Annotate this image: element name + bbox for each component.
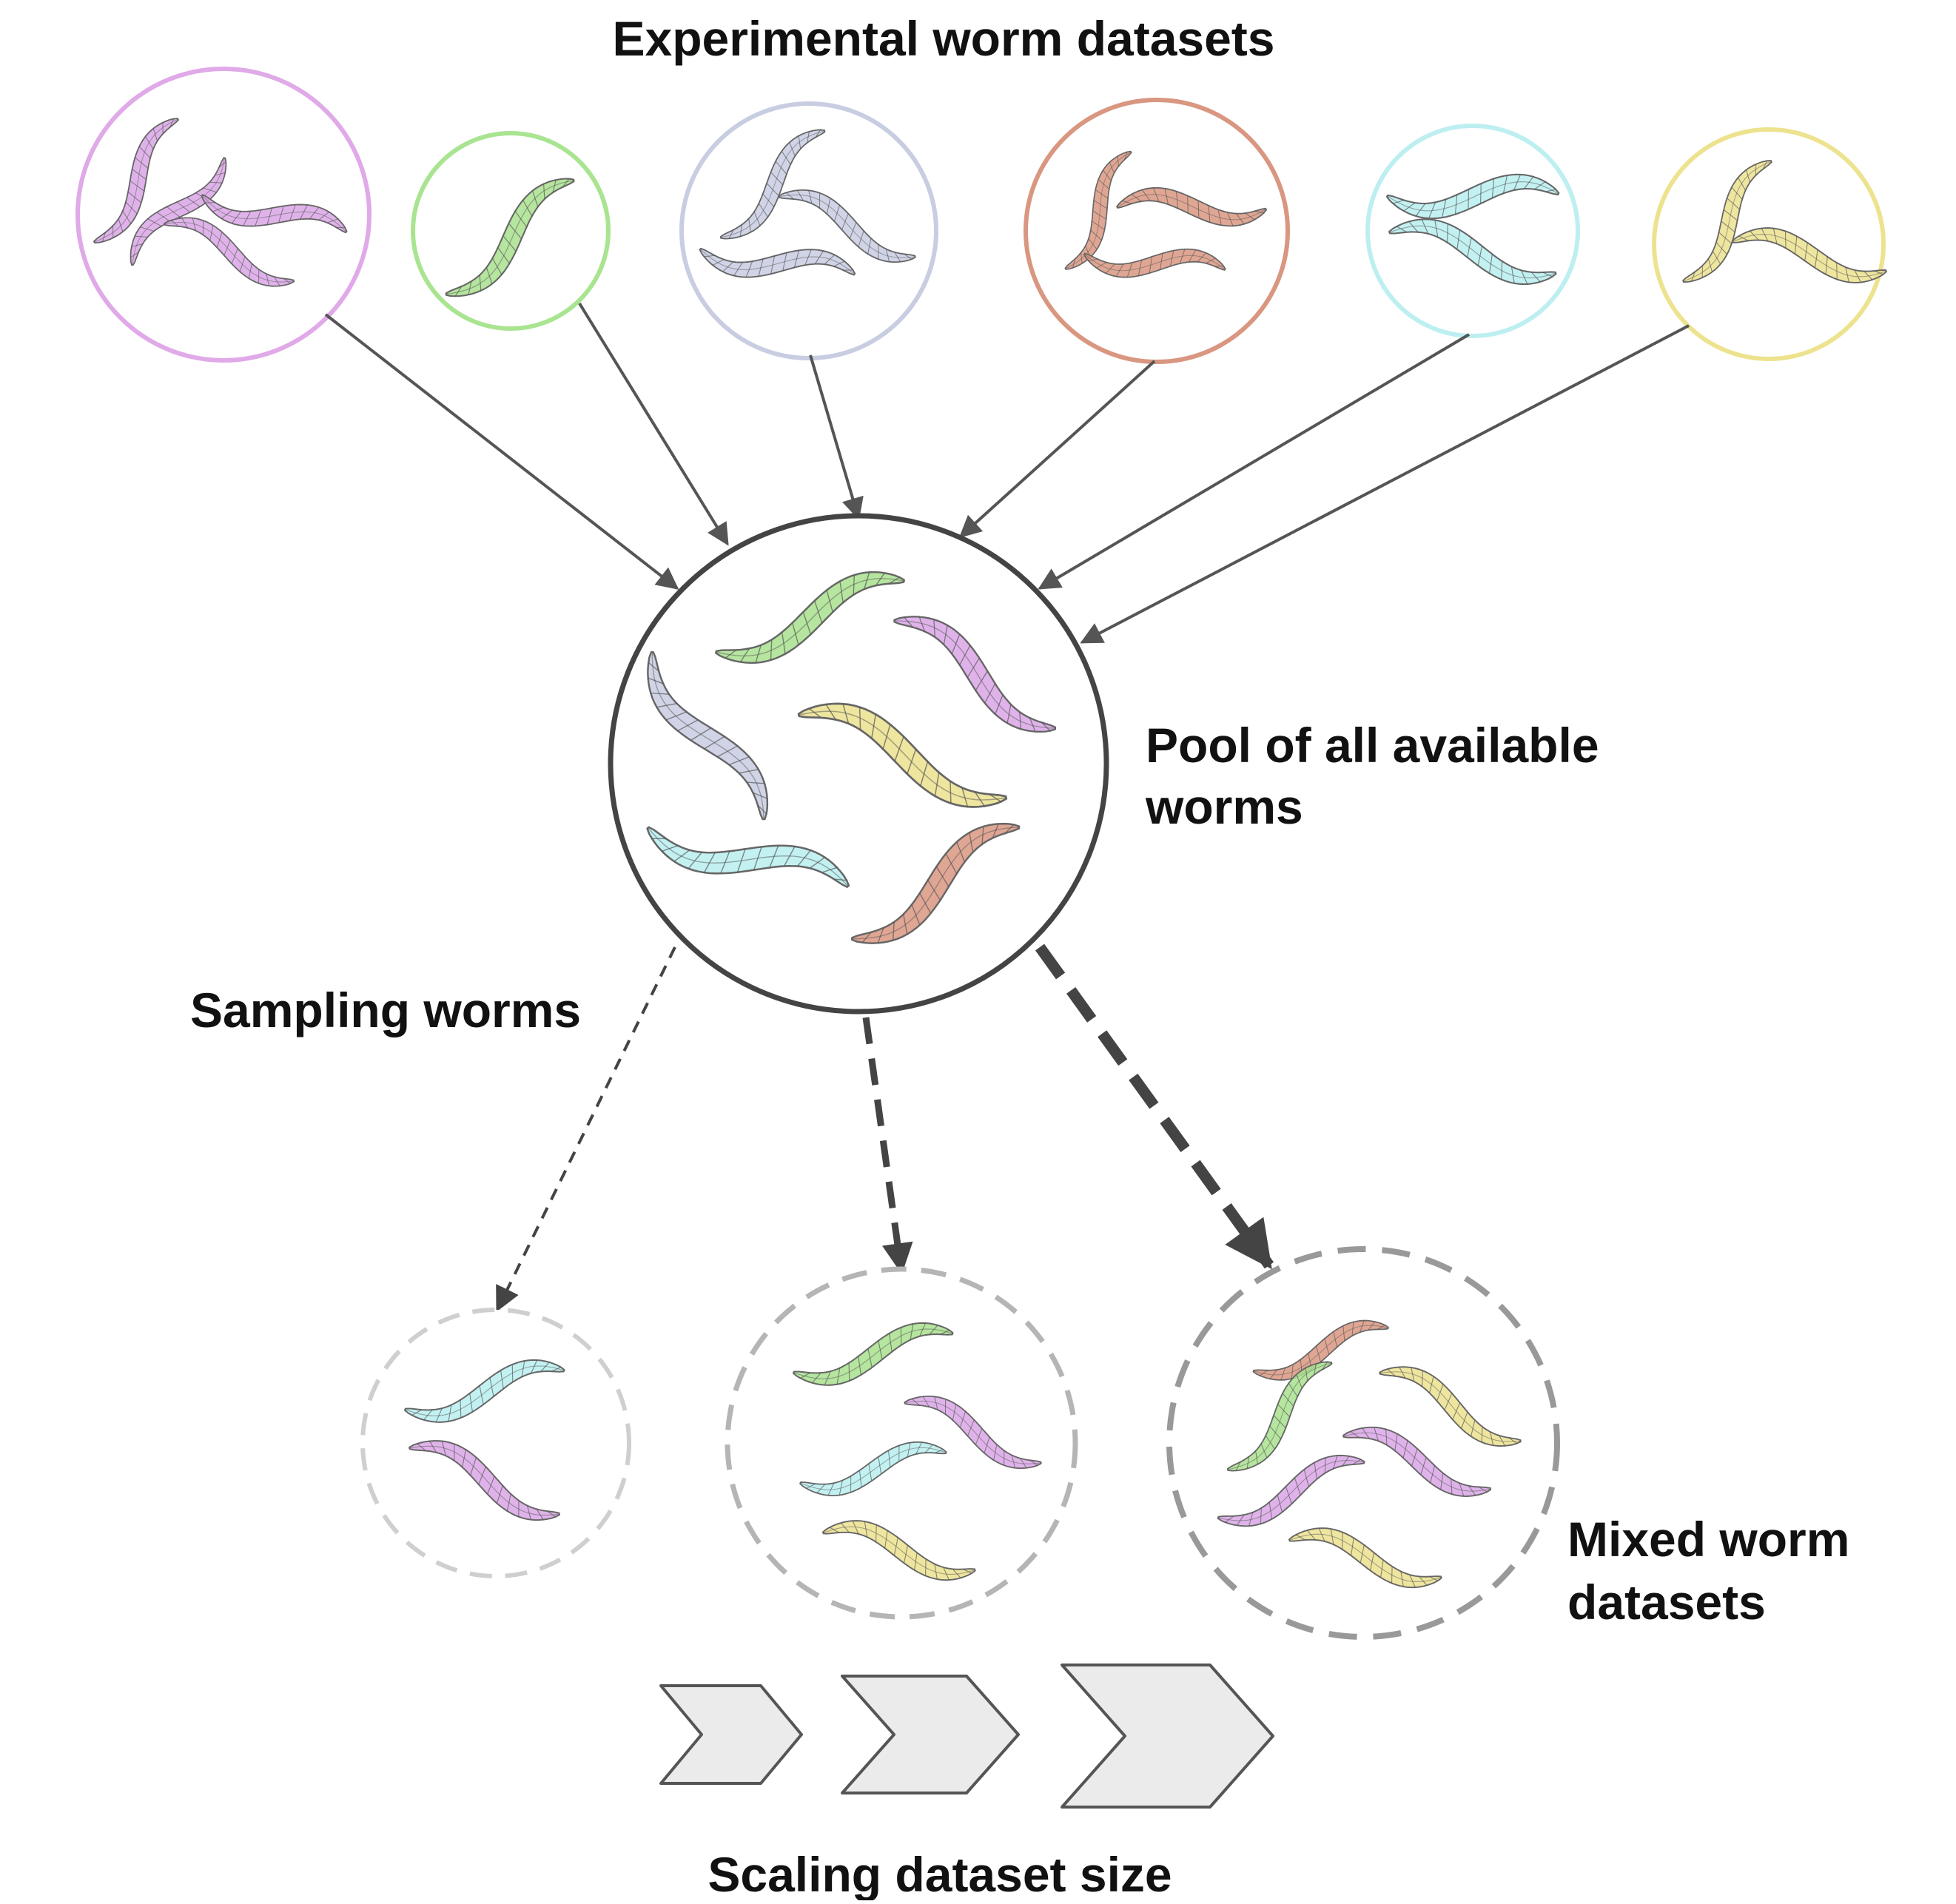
- worm-icon: [799, 1441, 947, 1497]
- sampling-arrow: [496, 946, 676, 1313]
- pooling-arrow: [1038, 333, 1471, 590]
- dataset-cyan: [1365, 124, 1580, 338]
- pooling-arrow: [958, 360, 1156, 539]
- pool-circle: [608, 513, 1109, 1015]
- worm-icon: [403, 1359, 565, 1423]
- title-label: Experimental worm datasets: [613, 11, 1275, 66]
- mixed-dataset-circle: [1166, 1246, 1560, 1640]
- worm-icon: [164, 217, 295, 287]
- worm-icon: [821, 1520, 976, 1581]
- worm-icon: [1379, 1366, 1522, 1447]
- sampling-arrows: [496, 943, 1274, 1313]
- worm-icon: [647, 651, 769, 821]
- sampling-arrow: [1035, 943, 1274, 1270]
- mixed-datasets: [360, 1246, 1560, 1640]
- dataset-circle: [1024, 98, 1290, 364]
- mixed-large: [1166, 1246, 1560, 1640]
- mixed-dataset-circle: [360, 1308, 631, 1578]
- worm-icon: [699, 247, 856, 278]
- mixed-medium: [725, 1266, 1078, 1620]
- worm-icon: [1288, 1527, 1442, 1589]
- chevron-arrow-icon: [1061, 1664, 1274, 1809]
- worm-icon: [1388, 218, 1557, 286]
- pooling-arrow: [578, 302, 729, 546]
- worm-icon: [1083, 248, 1226, 278]
- scaling-label: Scaling dataset size: [708, 1847, 1172, 1900]
- worm-icon: [93, 118, 179, 243]
- pooling-arrows: [324, 302, 1690, 644]
- mixed-label-line2: datasets: [1567, 1575, 1766, 1629]
- worm-icon: [797, 702, 1008, 808]
- dataset-circle: [1652, 127, 1886, 361]
- worm-pool: [608, 513, 1109, 1015]
- dataset-yellow: [1652, 127, 1887, 361]
- pooling-arrow: [809, 354, 864, 520]
- worm-icon: [130, 157, 227, 266]
- mixed-small: [360, 1308, 631, 1578]
- chevron-arrow-icon: [659, 1684, 803, 1785]
- worm-icon: [851, 822, 1021, 944]
- worm-icon: [778, 189, 916, 263]
- worm-icon: [893, 616, 1057, 733]
- mixed-dataset-circle: [725, 1266, 1078, 1620]
- worm-icon: [1342, 1426, 1492, 1497]
- mixed-label-line1: Mixed worm: [1567, 1512, 1849, 1567]
- worm-icon: [719, 129, 826, 240]
- worm-icon: [201, 194, 348, 234]
- worm-icon: [1217, 1454, 1365, 1527]
- worm-icon: [792, 1322, 954, 1386]
- dataset-salmon: [1024, 98, 1290, 364]
- worm-icon: [646, 826, 850, 888]
- worm-icon: [715, 571, 905, 665]
- dataset-circle: [679, 101, 938, 360]
- dataset-lavender: [679, 101, 938, 360]
- pooling-arrow: [324, 313, 679, 590]
- pool-label-line1: Pool of all available: [1146, 718, 1599, 773]
- worm-icon: [1682, 160, 1772, 283]
- worm-icon: [1731, 227, 1887, 283]
- worm-icon: [1385, 173, 1560, 220]
- experimental-datasets: [75, 67, 1887, 364]
- worm-icon: [1116, 186, 1268, 227]
- pool-label-line2: worms: [1145, 779, 1303, 834]
- worm-icon: [445, 178, 575, 297]
- worm-icon: [1226, 1361, 1333, 1472]
- dataset-purple: [75, 67, 372, 363]
- chevron-arrow-icon: [841, 1675, 1020, 1794]
- worm-icon: [904, 1395, 1042, 1470]
- sampling-arrow: [862, 1017, 913, 1275]
- worm-icon: [409, 1440, 560, 1521]
- scaling-chevrons: [659, 1664, 1274, 1809]
- dataset-green: [411, 131, 611, 331]
- sampling-label: Sampling worms: [190, 983, 581, 1037]
- pooling-arrow: [1080, 324, 1690, 644]
